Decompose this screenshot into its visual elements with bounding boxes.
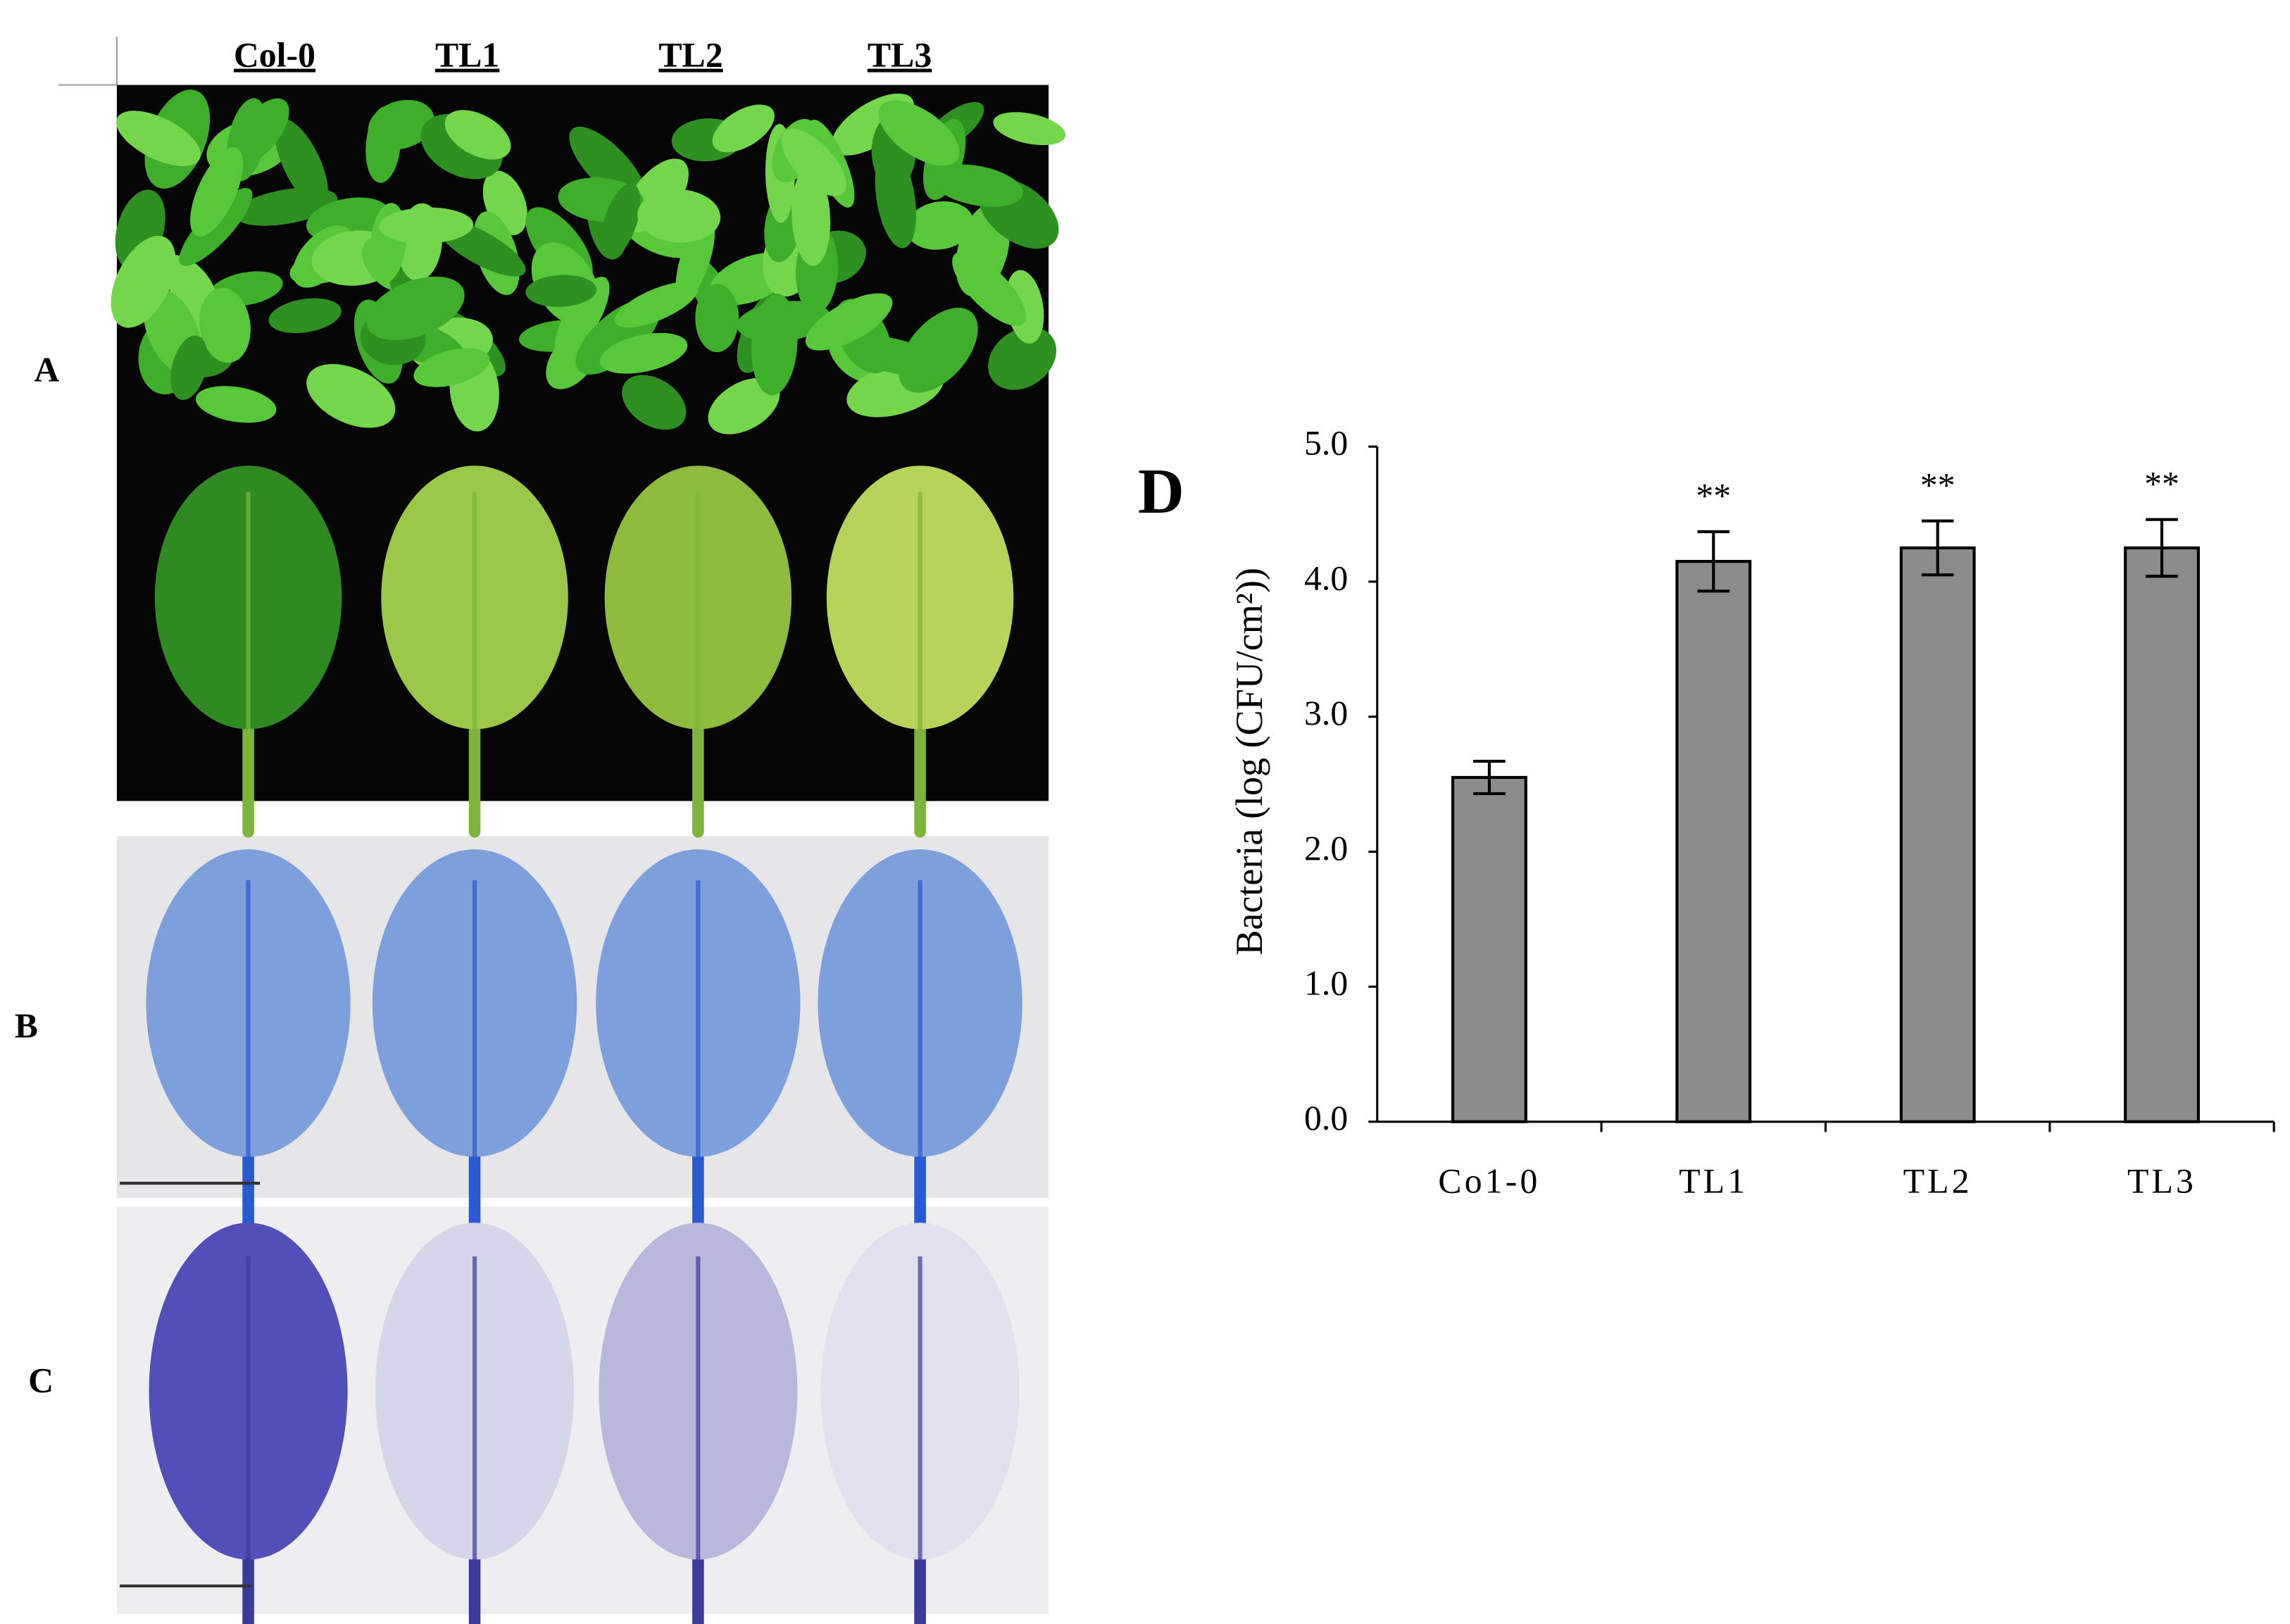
rosette-leaf (379, 207, 474, 244)
bar (2124, 546, 2200, 1123)
rosette-leaf (878, 100, 960, 166)
rosette-leaf (781, 129, 846, 196)
y-tick-label: 4.0 (1304, 558, 1348, 597)
x-tick-label: Co1-0 (1438, 1162, 1540, 1201)
rosette-leaf (116, 111, 201, 166)
rosette-leaf (875, 146, 916, 249)
rosette-leaf (637, 189, 721, 243)
x-tick-label: TL2 (1903, 1162, 1972, 1201)
rosette-leaf (614, 282, 699, 328)
error-bar (1921, 519, 1954, 577)
rosette-leaf (931, 164, 1023, 207)
y-tick-label: 3.0 (1304, 694, 1348, 732)
error-bar (2146, 518, 2178, 578)
rosette-leaf (111, 235, 176, 328)
panel-label: B (15, 1006, 38, 1045)
rosette-leaf (737, 301, 831, 342)
rosette-leaf (988, 327, 1057, 390)
y-axis-label: Bacteria (log (CFU/cm²)) (1228, 568, 1270, 956)
rosette-leaf (170, 335, 208, 400)
y-tick-label: 0.0 (1304, 1099, 1348, 1137)
rosette-leaf (622, 375, 687, 430)
significance-label: ** (1920, 466, 1956, 504)
column-label: TL2 (658, 36, 722, 75)
rosette-leaf (993, 112, 1066, 146)
rosette-leaf (190, 147, 244, 237)
bar (1451, 775, 1527, 1123)
column-label: Col-0 (234, 36, 315, 75)
y-tick-label: 5.0 (1304, 424, 1348, 463)
rosette-leaf (365, 106, 401, 183)
rosette-leaf (199, 287, 251, 363)
significance-label: ** (1696, 477, 1731, 516)
rosette-leaf (366, 276, 465, 341)
panel-label: C (28, 1361, 54, 1399)
rosette-leaf (275, 119, 328, 208)
significance-label: ** (2144, 464, 2179, 503)
rosette-leaf (952, 251, 1027, 326)
rosette-leaf (525, 275, 596, 307)
x-tick-label: TL3 (2127, 1162, 2196, 1201)
error-bar (1697, 530, 1730, 593)
rosette-leaf (695, 284, 739, 353)
column-label: TL3 (868, 36, 932, 75)
rosette-leaf (413, 348, 490, 387)
rosette-leaf (444, 110, 511, 160)
bar (1675, 560, 1752, 1123)
rosette-leaf (162, 255, 218, 315)
y-tick-label: 1.0 (1304, 963, 1348, 1002)
column-label: TL1 (435, 36, 499, 75)
panel-label: D (1138, 456, 1184, 527)
rosette-leaf (712, 104, 775, 153)
rosette-leaf (599, 332, 688, 374)
rosette-leaf (899, 308, 978, 393)
y-tick-label: 2.0 (1304, 829, 1348, 868)
bar (1899, 546, 1976, 1123)
panel-label: A (34, 351, 59, 389)
rosette-leaf (196, 386, 277, 423)
rosette-leaf (906, 201, 974, 250)
rosette-leaf (792, 168, 831, 266)
photo-content (111, 89, 1066, 1624)
rosette-leaf (601, 183, 641, 258)
rosette-leaf (805, 293, 893, 351)
error-bar (1473, 759, 1506, 795)
rosette-leaf (708, 377, 780, 435)
x-tick-label: TL1 (1679, 1162, 1748, 1201)
rosette-leaf (268, 298, 342, 333)
rosette-leaf (306, 363, 396, 428)
